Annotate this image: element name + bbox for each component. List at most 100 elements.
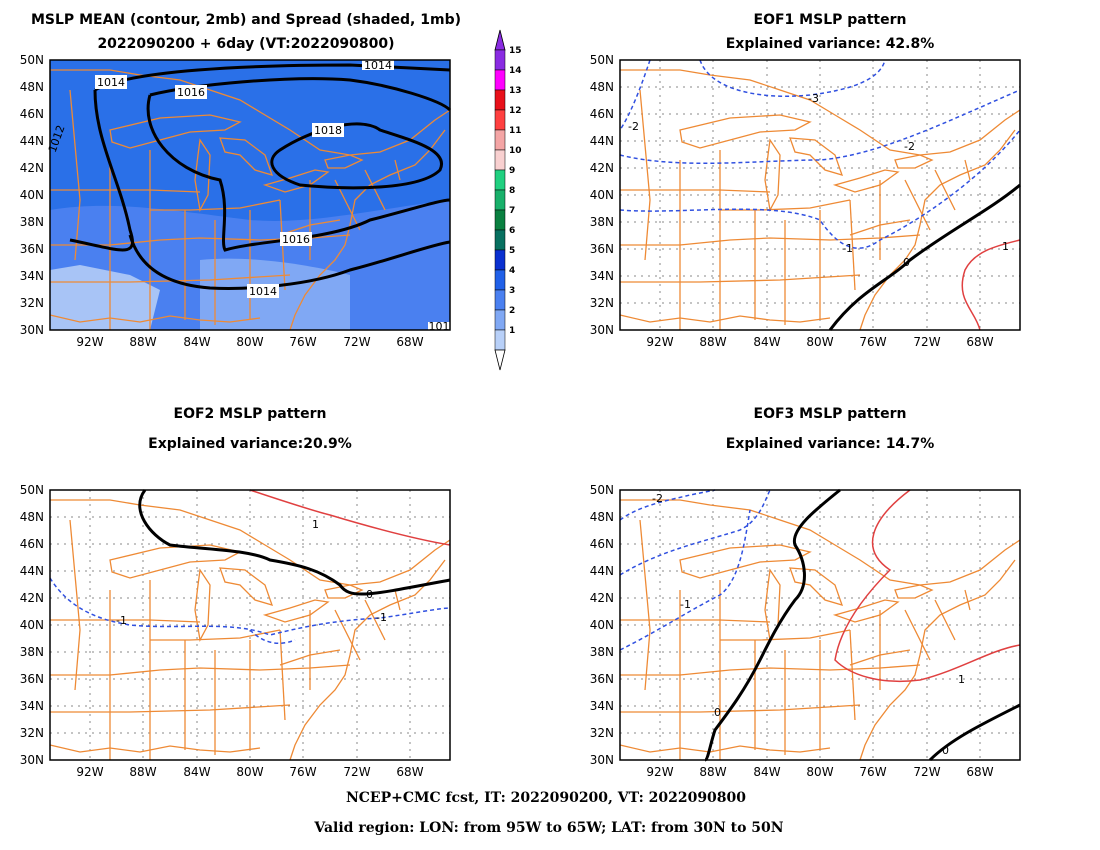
panel-title-line2: 2022090200 + 6day (VT:2022090800) <box>97 36 394 52</box>
contour-line <box>270 122 444 190</box>
lat-tick-label: 32N <box>590 296 614 310</box>
colorbar-bottom-arrow <box>494 349 506 371</box>
lat-tick-label: 40N <box>590 188 614 202</box>
lat-tick-label: 32N <box>20 726 44 740</box>
contour-label: 1 <box>958 673 965 686</box>
colorbar-swatch <box>494 109 506 131</box>
lat-tick-label: 34N <box>590 269 614 283</box>
map-frame <box>619 489 1021 761</box>
lat-tick-label: 34N <box>20 269 44 283</box>
contour-label: -1 <box>842 242 853 255</box>
lat-tick-label: 34N <box>20 699 44 713</box>
lat-tick-label: 38N <box>20 645 44 659</box>
colorbar-labels: 15 14 13 12 11 10 9 8 7 6 5 4 3 2 1 <box>509 46 522 336</box>
colorbar-swatch <box>494 89 506 111</box>
map-area: 1 0 -1 -1 <box>49 489 451 761</box>
lat-tick-label: 50N <box>20 53 44 67</box>
colorbar-swatch <box>494 129 506 151</box>
contour-label: 1014 <box>97 76 125 89</box>
lon-tick-label: 80W <box>806 335 833 349</box>
contour-line <box>619 59 651 131</box>
lon-tick-label: 88W <box>699 335 726 349</box>
lat-tick-label: 32N <box>590 726 614 740</box>
colorbar-label: 4 <box>509 266 515 276</box>
colorbar-label: 13 <box>509 86 522 96</box>
colorbar-swatch <box>494 329 506 351</box>
panel-title-line1: EOF2 MSLP pattern <box>174 406 327 422</box>
colorbar-top-arrow <box>494 29 506 51</box>
contour-label: 1018 <box>314 124 342 137</box>
contour-label: 1016 <box>282 233 310 246</box>
contour-label: 0 <box>942 744 949 757</box>
contour-label: -3 <box>808 92 819 105</box>
lon-tick-label: 72W <box>913 765 940 779</box>
colorbar-swatch <box>494 189 506 211</box>
contour-label: 0 <box>903 256 910 269</box>
colorbar-label: 11 <box>509 126 522 136</box>
colorbar: 15 14 13 12 11 10 9 8 7 6 5 4 3 2 1 <box>494 29 522 371</box>
colorbar-label: 6 <box>509 226 515 236</box>
lon-tick-label: 88W <box>129 765 156 779</box>
lon-tick-label: 84W <box>753 765 780 779</box>
lon-tick-label: 72W <box>343 765 370 779</box>
lon-tick-label: 92W <box>646 765 673 779</box>
map-frame <box>49 59 451 331</box>
footer-line2: Valid region: LON: from 95W to 65W; LAT:… <box>313 820 783 836</box>
map-area: -2 -3 -2 -1 0 1 <box>619 59 1021 331</box>
spread-shade-lightest <box>50 265 160 330</box>
lat-tick-label: 34N <box>590 699 614 713</box>
colorbar-label: 7 <box>509 206 515 216</box>
lat-tick-label: 42N <box>20 161 44 175</box>
contour-label: -1 <box>376 611 387 624</box>
lon-tick-label: 88W <box>699 765 726 779</box>
lat-tick-label: 44N <box>590 134 614 148</box>
colorbar-swatch <box>494 49 506 71</box>
lat-tick-label: 46N <box>590 107 614 121</box>
map-frame <box>619 59 1021 331</box>
contour-line <box>928 703 1021 762</box>
colorbar-label: 15 <box>509 46 522 56</box>
contour-label: 0 <box>714 706 721 719</box>
lat-tick-label: 40N <box>590 618 614 632</box>
lon-tick-label: 72W <box>913 335 940 349</box>
contour-label: -2 <box>904 140 915 153</box>
contour-label: 1 <box>312 518 319 531</box>
panel-title-line1: MSLP MEAN (contour, 2mb) and Spread (sha… <box>31 12 461 28</box>
colorbar-label: 9 <box>509 166 515 176</box>
lon-tick-label: 76W <box>289 335 316 349</box>
lon-tick-label: 88W <box>129 335 156 349</box>
contour-line <box>619 509 751 651</box>
colorbar-label: 10 <box>509 146 522 156</box>
lat-tick-label: 48N <box>20 510 44 524</box>
contour-line <box>128 234 451 290</box>
colorbar-label: 12 <box>509 106 522 116</box>
panel-title-line2: Explained variance: 42.8% <box>726 36 935 52</box>
contour-line <box>249 489 451 546</box>
panel-eof3: EOF3 MSLP pattern Explained variance: 14… <box>619 406 1021 762</box>
lat-tick-label: 30N <box>590 753 614 767</box>
panel-title-line2: Explained variance:20.9% <box>148 436 352 452</box>
lon-tick-label: 84W <box>183 765 210 779</box>
lon-tick-label: 68W <box>396 765 423 779</box>
lat-tick-label: 50N <box>20 483 44 497</box>
lat-tick-label: 40N <box>20 618 44 632</box>
map-area: 1014 1016 1018 1016 1014 1014 1012 101 <box>46 59 452 333</box>
contour-label: 1 <box>1002 240 1009 253</box>
lat-tick-label: 30N <box>20 323 44 337</box>
panel-title-line2: Explained variance: 14.7% <box>726 436 935 452</box>
contour-label: -1 <box>116 614 127 627</box>
lat-tick-label: 36N <box>590 672 614 686</box>
lon-tick-label: 80W <box>236 765 263 779</box>
lat-tick-label: 44N <box>590 564 614 578</box>
lat-tick-label: 38N <box>590 645 614 659</box>
lon-tick-label: 80W <box>236 335 263 349</box>
colorbar-swatch <box>494 269 506 291</box>
colorbar-swatch <box>494 249 506 271</box>
spread-shade-patch <box>120 209 220 250</box>
contour-label: 1014 <box>249 285 277 298</box>
lat-tick-label: 30N <box>20 753 44 767</box>
contour-line <box>699 59 886 97</box>
lat-tick-label: 48N <box>590 80 614 94</box>
colorbar-swatch <box>494 309 506 331</box>
